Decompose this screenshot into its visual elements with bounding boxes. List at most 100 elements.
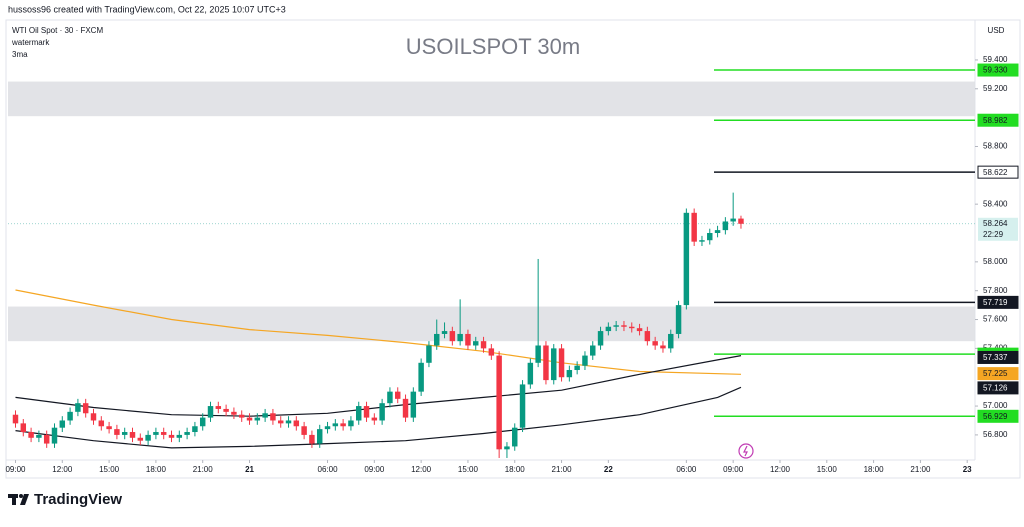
logo-mark	[20, 494, 29, 505]
plot	[8, 69, 975, 458]
x-tick-label: 21:00	[193, 465, 214, 474]
candle-body	[402, 398, 409, 418]
legend-line: watermark	[11, 38, 50, 47]
candle-body	[106, 426, 112, 430]
candle-body	[660, 345, 666, 349]
candle-body	[145, 434, 151, 441]
candle-body	[535, 345, 541, 363]
logo-mark	[19, 494, 23, 498]
candle-body	[82, 403, 89, 414]
candle-body	[215, 406, 222, 409]
candle-body	[192, 426, 198, 433]
price-tag	[977, 367, 1019, 381]
logo-mark	[12, 494, 16, 505]
candle-body	[707, 233, 713, 241]
candle-body	[410, 391, 417, 418]
candle-body	[348, 420, 354, 427]
candle-body	[668, 333, 674, 349]
last-price-label: 58.264	[983, 219, 1008, 228]
candle-body	[629, 326, 635, 329]
candle-body	[714, 230, 721, 234]
candle-body	[67, 411, 73, 421]
icon-bolt[interactable]	[743, 445, 748, 457]
x-tick-label: 06:00	[318, 465, 339, 474]
y-tick-label: 59.400	[983, 55, 1008, 64]
candle-body	[293, 420, 300, 427]
last-price-tag	[978, 217, 1018, 241]
x-tick-label: 12:00	[411, 465, 432, 474]
replay-icon[interactable]	[738, 443, 754, 459]
candle-body	[199, 417, 206, 427]
candle-body	[363, 406, 370, 418]
x-tick-label: 18:00	[864, 465, 885, 474]
candle-body	[316, 429, 323, 444]
candle-body	[652, 341, 658, 346]
candle-body	[340, 423, 346, 427]
price-tag	[977, 63, 1019, 77]
candle-body	[543, 345, 549, 381]
candle-body	[36, 434, 42, 438]
candle-body	[387, 391, 393, 404]
x-tick-label: 12:00	[770, 465, 791, 474]
x-tick-label: 15:00	[99, 465, 120, 474]
candle-body	[90, 413, 97, 421]
candle-body	[207, 406, 214, 418]
candle-body	[527, 362, 534, 385]
candle-body	[277, 420, 284, 424]
legend-line: 3ma	[12, 50, 28, 59]
x-tick-label: 15:00	[817, 465, 838, 474]
candle-body	[246, 417, 253, 421]
x-tick-label: 21:00	[910, 465, 931, 474]
candle-body	[168, 434, 175, 438]
x-tick-label: 21	[245, 465, 254, 474]
y-tick-label: 57.800	[983, 286, 1008, 295]
x-tick-label: 21:00	[552, 465, 573, 474]
last-price-time: 22:29	[983, 230, 1004, 239]
candle-body	[301, 426, 307, 435]
candle-body	[184, 432, 190, 435]
candle-body	[285, 420, 292, 424]
candle-body	[434, 333, 440, 346]
candle-body	[480, 341, 487, 349]
price-tag-label: 59.330	[983, 66, 1008, 75]
candle-body	[512, 427, 518, 447]
candle-body	[551, 348, 557, 381]
candle-body	[121, 432, 128, 435]
candle-body	[519, 384, 526, 428]
y-tick-label: 56.800	[983, 430, 1008, 439]
candle-body	[129, 432, 136, 438]
candle-body	[449, 331, 456, 342]
x-tick-label: 18:00	[505, 465, 526, 474]
x-tick-label: 06:00	[676, 465, 697, 474]
candle-body	[722, 221, 729, 231]
candle-body	[675, 305, 682, 334]
candle-body	[613, 325, 619, 327]
candle-body	[98, 420, 105, 427]
candle-body	[231, 411, 237, 415]
x-tick-label: 15:00	[458, 465, 479, 474]
candle-body	[355, 406, 362, 421]
candle-body	[114, 429, 120, 435]
y-tick-label: 58.400	[983, 199, 1008, 208]
candle-body	[644, 331, 651, 342]
x-tick-label: 09:00	[723, 465, 744, 474]
candle-body	[691, 212, 697, 242]
x-tick-label: 09:00	[364, 465, 385, 474]
x-tick-label: 22	[604, 465, 613, 474]
icon-circle[interactable]	[738, 443, 754, 459]
candle-body	[160, 432, 167, 435]
candle-body	[558, 348, 565, 378]
candle-body	[176, 434, 183, 438]
logo: TradingView	[8, 491, 122, 508]
candle-body	[418, 362, 424, 392]
candle-body	[270, 413, 276, 421]
candle-body	[223, 408, 229, 412]
candle-body	[379, 403, 385, 421]
candle-body	[332, 423, 339, 427]
price-tag-label: 58.622	[983, 168, 1008, 177]
candle-body	[636, 328, 643, 332]
price-tag	[977, 165, 1019, 179]
y-tick-label: 58.800	[983, 142, 1008, 151]
